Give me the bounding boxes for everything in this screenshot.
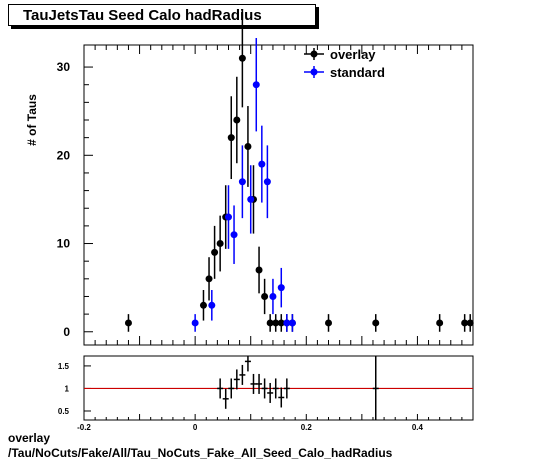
overlay-point — [238, 54, 246, 62]
overlay-point — [272, 319, 280, 327]
ratio-x-tick-label: 0 — [193, 423, 198, 432]
overlay-point — [205, 275, 213, 283]
overlay-point — [233, 116, 241, 124]
ratio-data-points — [217, 356, 379, 420]
y-tick-label: 30 — [57, 60, 71, 74]
overlay-point — [244, 142, 252, 150]
main-plot-frame — [83, 44, 474, 346]
legend-label: overlay — [330, 47, 376, 62]
overlay-point — [216, 240, 224, 248]
overlay-point — [124, 319, 132, 327]
ratio-y-tick-label: 0.5 — [58, 407, 70, 416]
ratio-axis-ticks: 0.5 1 1.5 -0.2 0 0.2 0.4 — [58, 362, 474, 432]
y-tick-label: 20 — [57, 148, 71, 162]
overlay-point — [261, 292, 269, 300]
overlay-point — [255, 266, 263, 274]
overlay-point — [211, 248, 219, 256]
standard-point — [238, 178, 246, 186]
ratio-x-tick-label: -0.2 — [77, 423, 91, 432]
legend-marker — [310, 68, 318, 76]
overlay-point — [227, 134, 235, 142]
ratio-y-tick-label: 1.5 — [58, 362, 70, 371]
chart-title-box: TauJetsTau Seed Calo hadRadius — [8, 4, 316, 26]
main-axis-ticks: 0 10 20 30 — [57, 45, 474, 345]
overlay-point — [466, 319, 474, 327]
main-data-points — [124, 9, 474, 332]
y-tick-label: 0 — [63, 325, 70, 339]
overlay-point — [199, 301, 207, 309]
footer-label: overlay — [8, 431, 51, 445]
standard-point — [208, 301, 216, 309]
overlay-point — [436, 319, 444, 327]
overlay-point — [266, 319, 274, 327]
standard-point — [277, 284, 285, 292]
overlay-point — [372, 319, 380, 327]
ratio-x-tick-label: 0.2 — [301, 423, 313, 432]
ratio-plot: 0.5 1 1.5 -0.2 0 0.2 0.4 — [58, 355, 474, 432]
ratio-x-tick-label: 0.4 — [412, 423, 424, 432]
legend-label: standard — [330, 65, 385, 80]
legend-marker — [310, 50, 318, 58]
standard-point — [283, 319, 291, 327]
chart-title: TauJetsTau Seed Calo hadRadius — [23, 7, 262, 24]
overlay-point — [461, 319, 469, 327]
overlay-point — [277, 319, 285, 327]
legend: overlay standard — [304, 47, 385, 80]
standard-point — [224, 213, 232, 221]
standard-point — [252, 81, 260, 89]
standard-point — [230, 231, 238, 239]
main-plot: 0 10 20 30 # of Taus — [25, 9, 474, 346]
standard-point — [263, 178, 271, 186]
standard-point — [247, 195, 255, 203]
y-tick-label: 10 — [57, 237, 71, 251]
standard-point — [191, 319, 199, 327]
ratio-y-tick-label: 1 — [65, 384, 70, 393]
overlay-point — [325, 319, 333, 327]
standard-point — [288, 319, 296, 327]
footer-path: /Tau/NoCuts/Fake/All/Tau_NoCuts_Fake_All… — [8, 446, 393, 460]
standard-point — [258, 160, 266, 168]
y-axis-label: # of Taus — [25, 94, 39, 146]
standard-point — [269, 292, 277, 300]
